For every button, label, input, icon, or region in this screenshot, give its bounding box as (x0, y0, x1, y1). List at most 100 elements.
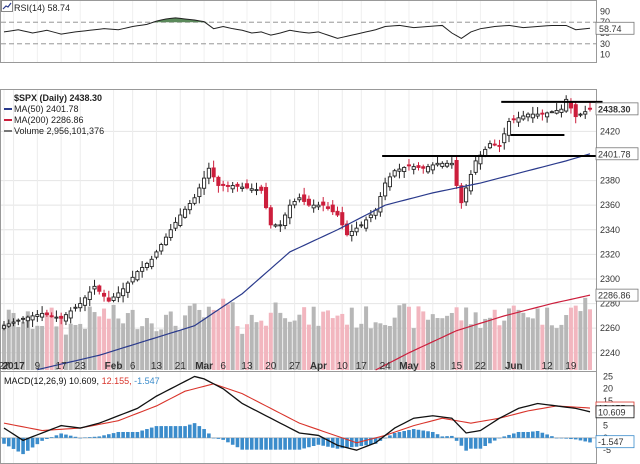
volume-bar (526, 317, 531, 370)
candle-body (259, 186, 264, 191)
candle-body (225, 185, 230, 187)
volume-bar (92, 312, 97, 370)
macd-histogram-bar (411, 429, 416, 438)
volume-bar (349, 307, 354, 370)
price-flag-label: 2401.78 (598, 149, 631, 159)
volume-bar (373, 322, 378, 370)
volume-bar (345, 324, 350, 370)
candle-body (487, 143, 493, 149)
volume-bar (49, 307, 54, 370)
price-tick-label: 2420 (600, 126, 620, 136)
volume-bar (130, 309, 135, 370)
date-tick-label: Feb (105, 361, 123, 372)
volume-bar (6, 309, 11, 370)
macd-histogram-bar (59, 433, 63, 438)
candle-body (311, 204, 316, 209)
candle-body (68, 310, 73, 319)
macd-histogram-bar (507, 434, 511, 438)
macd-histogram-bar (383, 437, 387, 439)
candle-body (316, 204, 321, 208)
volume-bar (321, 311, 326, 370)
candle-body (30, 315, 35, 321)
volume-bar (516, 309, 521, 370)
macd-histogram-bar (68, 435, 73, 438)
volume-bar (335, 315, 340, 370)
volume-bar (406, 306, 411, 370)
macd-flag-label: 10.609 (598, 407, 626, 417)
volume-bar (278, 312, 283, 370)
date-tick-label: 17 (356, 361, 368, 372)
macd-histogram-bar (107, 434, 111, 438)
candle-body (349, 230, 354, 237)
volume-bar (364, 306, 369, 370)
macd-histogram-bar (545, 434, 549, 438)
candle-body (63, 314, 68, 322)
price-flag-box (595, 102, 639, 116)
candle-body (506, 121, 512, 136)
macd-flag-label: -1.547 (598, 437, 624, 447)
macd-flag-box (595, 435, 635, 449)
candle-body (526, 113, 531, 118)
volume-bar (230, 302, 235, 370)
candle-body (306, 198, 311, 206)
macd-histogram-bar (445, 436, 449, 438)
volume-bar (573, 305, 578, 370)
volume-bar (140, 326, 145, 370)
macd-flag-box (595, 405, 635, 419)
candle-body (125, 282, 130, 293)
price-tick-label: 2380 (600, 176, 620, 186)
candle-body (35, 314, 40, 317)
price-flag-box (595, 147, 639, 161)
date-tick-label: 9 (35, 361, 41, 372)
macd-histogram-bar (588, 437, 592, 443)
volume-bar (464, 307, 469, 370)
macd-histogram-bar (511, 433, 516, 438)
volume-bar (483, 318, 488, 370)
macd-histogram-bar (478, 437, 483, 449)
macd-histogram-bar (469, 437, 473, 449)
volume-bar (445, 315, 450, 370)
volume-bar (2, 323, 6, 370)
candle-body (445, 162, 450, 167)
candle-body (364, 219, 369, 229)
volume-bar (30, 328, 35, 370)
macd-panel (0, 371, 597, 464)
candle-body (197, 187, 202, 198)
candle-body (325, 206, 331, 209)
macd-histogram-bar (73, 436, 78, 438)
macd-histogram-bar (492, 437, 497, 441)
candle-body (240, 186, 245, 189)
volume-bar (111, 304, 116, 370)
candle-body (235, 183, 240, 187)
date-tick-label: 23 (75, 361, 87, 372)
volume-bar (144, 318, 149, 370)
candle-body (402, 166, 407, 172)
candle-body (149, 258, 154, 268)
moving-averages (37, 153, 591, 371)
candle-body (287, 204, 292, 219)
candle-body (578, 113, 583, 116)
volume-bar (454, 307, 459, 370)
macd-histogram-bar (168, 426, 173, 438)
rsi-tick-label: 90 (600, 6, 610, 16)
candle-body (159, 244, 164, 252)
volume-bar (368, 328, 373, 370)
volume-bar (502, 320, 507, 370)
volume-bar (97, 316, 102, 370)
volume-bar (440, 318, 445, 370)
macd-histogram-bar (249, 437, 254, 450)
macd-histogram-bar (531, 431, 535, 438)
macd-histogram-bar (11, 437, 16, 449)
candle-body (583, 111, 588, 115)
macd-histogram-bar (92, 436, 97, 438)
macd-histogram-bar (264, 437, 268, 450)
volume-bar (154, 331, 159, 370)
candle-body (511, 118, 516, 121)
candle-body (545, 112, 550, 118)
macd-histogram-bar (268, 437, 273, 450)
rsi-line (3, 17, 591, 39)
macd-histogram-bar (149, 427, 154, 438)
volume-bar (497, 325, 502, 370)
macd-histogram-bar (316, 437, 321, 445)
